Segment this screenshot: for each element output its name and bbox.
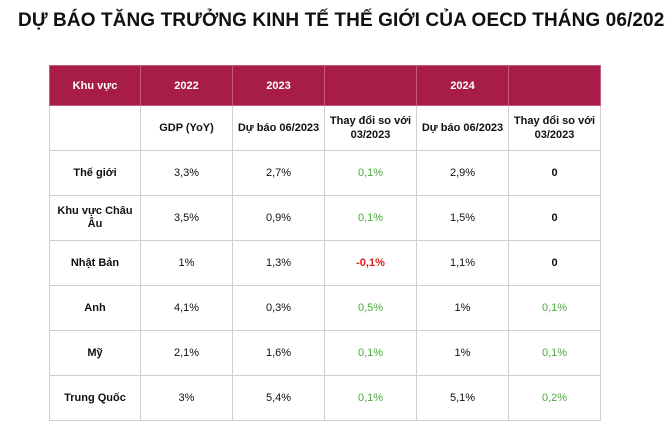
table-row: Anh 4,1% 0,3% 0,5% 1% 0,1% xyxy=(49,285,601,331)
gdp-2022-cell: 3,3% xyxy=(140,150,233,196)
table-row: Mỹ 2,1% 1,6% 0,1% 1% 0,1% xyxy=(49,330,601,376)
subheader-change-2024: Thay đổi so với 03/2023 xyxy=(508,105,601,151)
gdp-2022-cell: 1% xyxy=(140,240,233,286)
header-2023: 2023 xyxy=(232,65,325,106)
gdp-2022-cell: 3,5% xyxy=(140,195,233,241)
change-2023-cell: -0,1% xyxy=(324,240,417,286)
subheader-forecast-2024: Dự báo 06/2023 xyxy=(416,105,509,151)
forecast-2023-cell: 0,9% xyxy=(232,195,325,241)
forecast-2023-cell: 1,6% xyxy=(232,330,325,376)
change-2023-cell: 0,5% xyxy=(324,285,417,331)
table-header-row: Khu vực 2022 2023 2024 xyxy=(49,65,601,106)
forecast-2024-cell: 1% xyxy=(416,285,509,331)
region-cell: Trung Quốc xyxy=(49,375,141,421)
header-2024: 2024 xyxy=(416,65,509,106)
forecast-2024-cell: 1,5% xyxy=(416,195,509,241)
forecast-2023-cell: 2,7% xyxy=(232,150,325,196)
subheader-gdp-2022: GDP (YoY) xyxy=(140,105,233,151)
gdp-2022-cell: 3% xyxy=(140,375,233,421)
header-empty-1 xyxy=(324,65,417,106)
forecast-2024-cell: 5,1% xyxy=(416,375,509,421)
header-empty-2 xyxy=(508,65,601,106)
change-2024-cell: 0 xyxy=(508,150,601,196)
gdp-2022-cell: 2,1% xyxy=(140,330,233,376)
subheader-forecast-2023: Dự báo 06/2023 xyxy=(232,105,325,151)
gdp-2022-cell: 4,1% xyxy=(140,285,233,331)
forecast-2023-cell: 5,4% xyxy=(232,375,325,421)
forecast-2023-cell: 0,3% xyxy=(232,285,325,331)
page-title: DỰ BÁO TĂNG TRƯỞNG KINH TẾ THẾ GIỚI CỦA … xyxy=(18,10,665,31)
table-row: Khu vực Châu Âu 3,5% 0,9% 0,1% 1,5% 0 xyxy=(49,195,601,241)
subheader-change-2023: Thay đổi so với 03/2023 xyxy=(324,105,417,151)
change-2024-cell: 0,2% xyxy=(508,375,601,421)
region-cell: Nhật Bản xyxy=(49,240,141,286)
region-cell: Khu vực Châu Âu xyxy=(49,195,141,241)
region-cell: Thế giới xyxy=(49,150,141,196)
change-2024-cell: 0 xyxy=(508,195,601,241)
forecast-2024-cell: 1% xyxy=(416,330,509,376)
table-subheader-row: GDP (YoY) Dự báo 06/2023 Thay đổi so với… xyxy=(49,105,601,151)
table-row: Trung Quốc 3% 5,4% 0,1% 5,1% 0,2% xyxy=(49,375,601,421)
forecast-2024-cell: 2,9% xyxy=(416,150,509,196)
change-2023-cell: 0,1% xyxy=(324,375,417,421)
change-2024-cell: 0,1% xyxy=(508,330,601,376)
header-region: Khu vực xyxy=(49,65,141,106)
forecast-2024-cell: 1,1% xyxy=(416,240,509,286)
forecast-table: Khu vực 2022 2023 2024 GDP (YoY) Dự báo … xyxy=(49,65,601,421)
change-2024-cell: 0,1% xyxy=(508,285,601,331)
forecast-2023-cell: 1,3% xyxy=(232,240,325,286)
header-2022: 2022 xyxy=(140,65,233,106)
table-row: Thế giới 3,3% 2,7% 0,1% 2,9% 0 xyxy=(49,150,601,196)
table-row: Nhật Bản 1% 1,3% -0,1% 1,1% 0 xyxy=(49,240,601,286)
region-cell: Anh xyxy=(49,285,141,331)
region-cell: Mỹ xyxy=(49,330,141,376)
change-2023-cell: 0,1% xyxy=(324,330,417,376)
subheader-region xyxy=(49,105,141,151)
change-2024-cell: 0 xyxy=(508,240,601,286)
change-2023-cell: 0,1% xyxy=(324,195,417,241)
change-2023-cell: 0,1% xyxy=(324,150,417,196)
